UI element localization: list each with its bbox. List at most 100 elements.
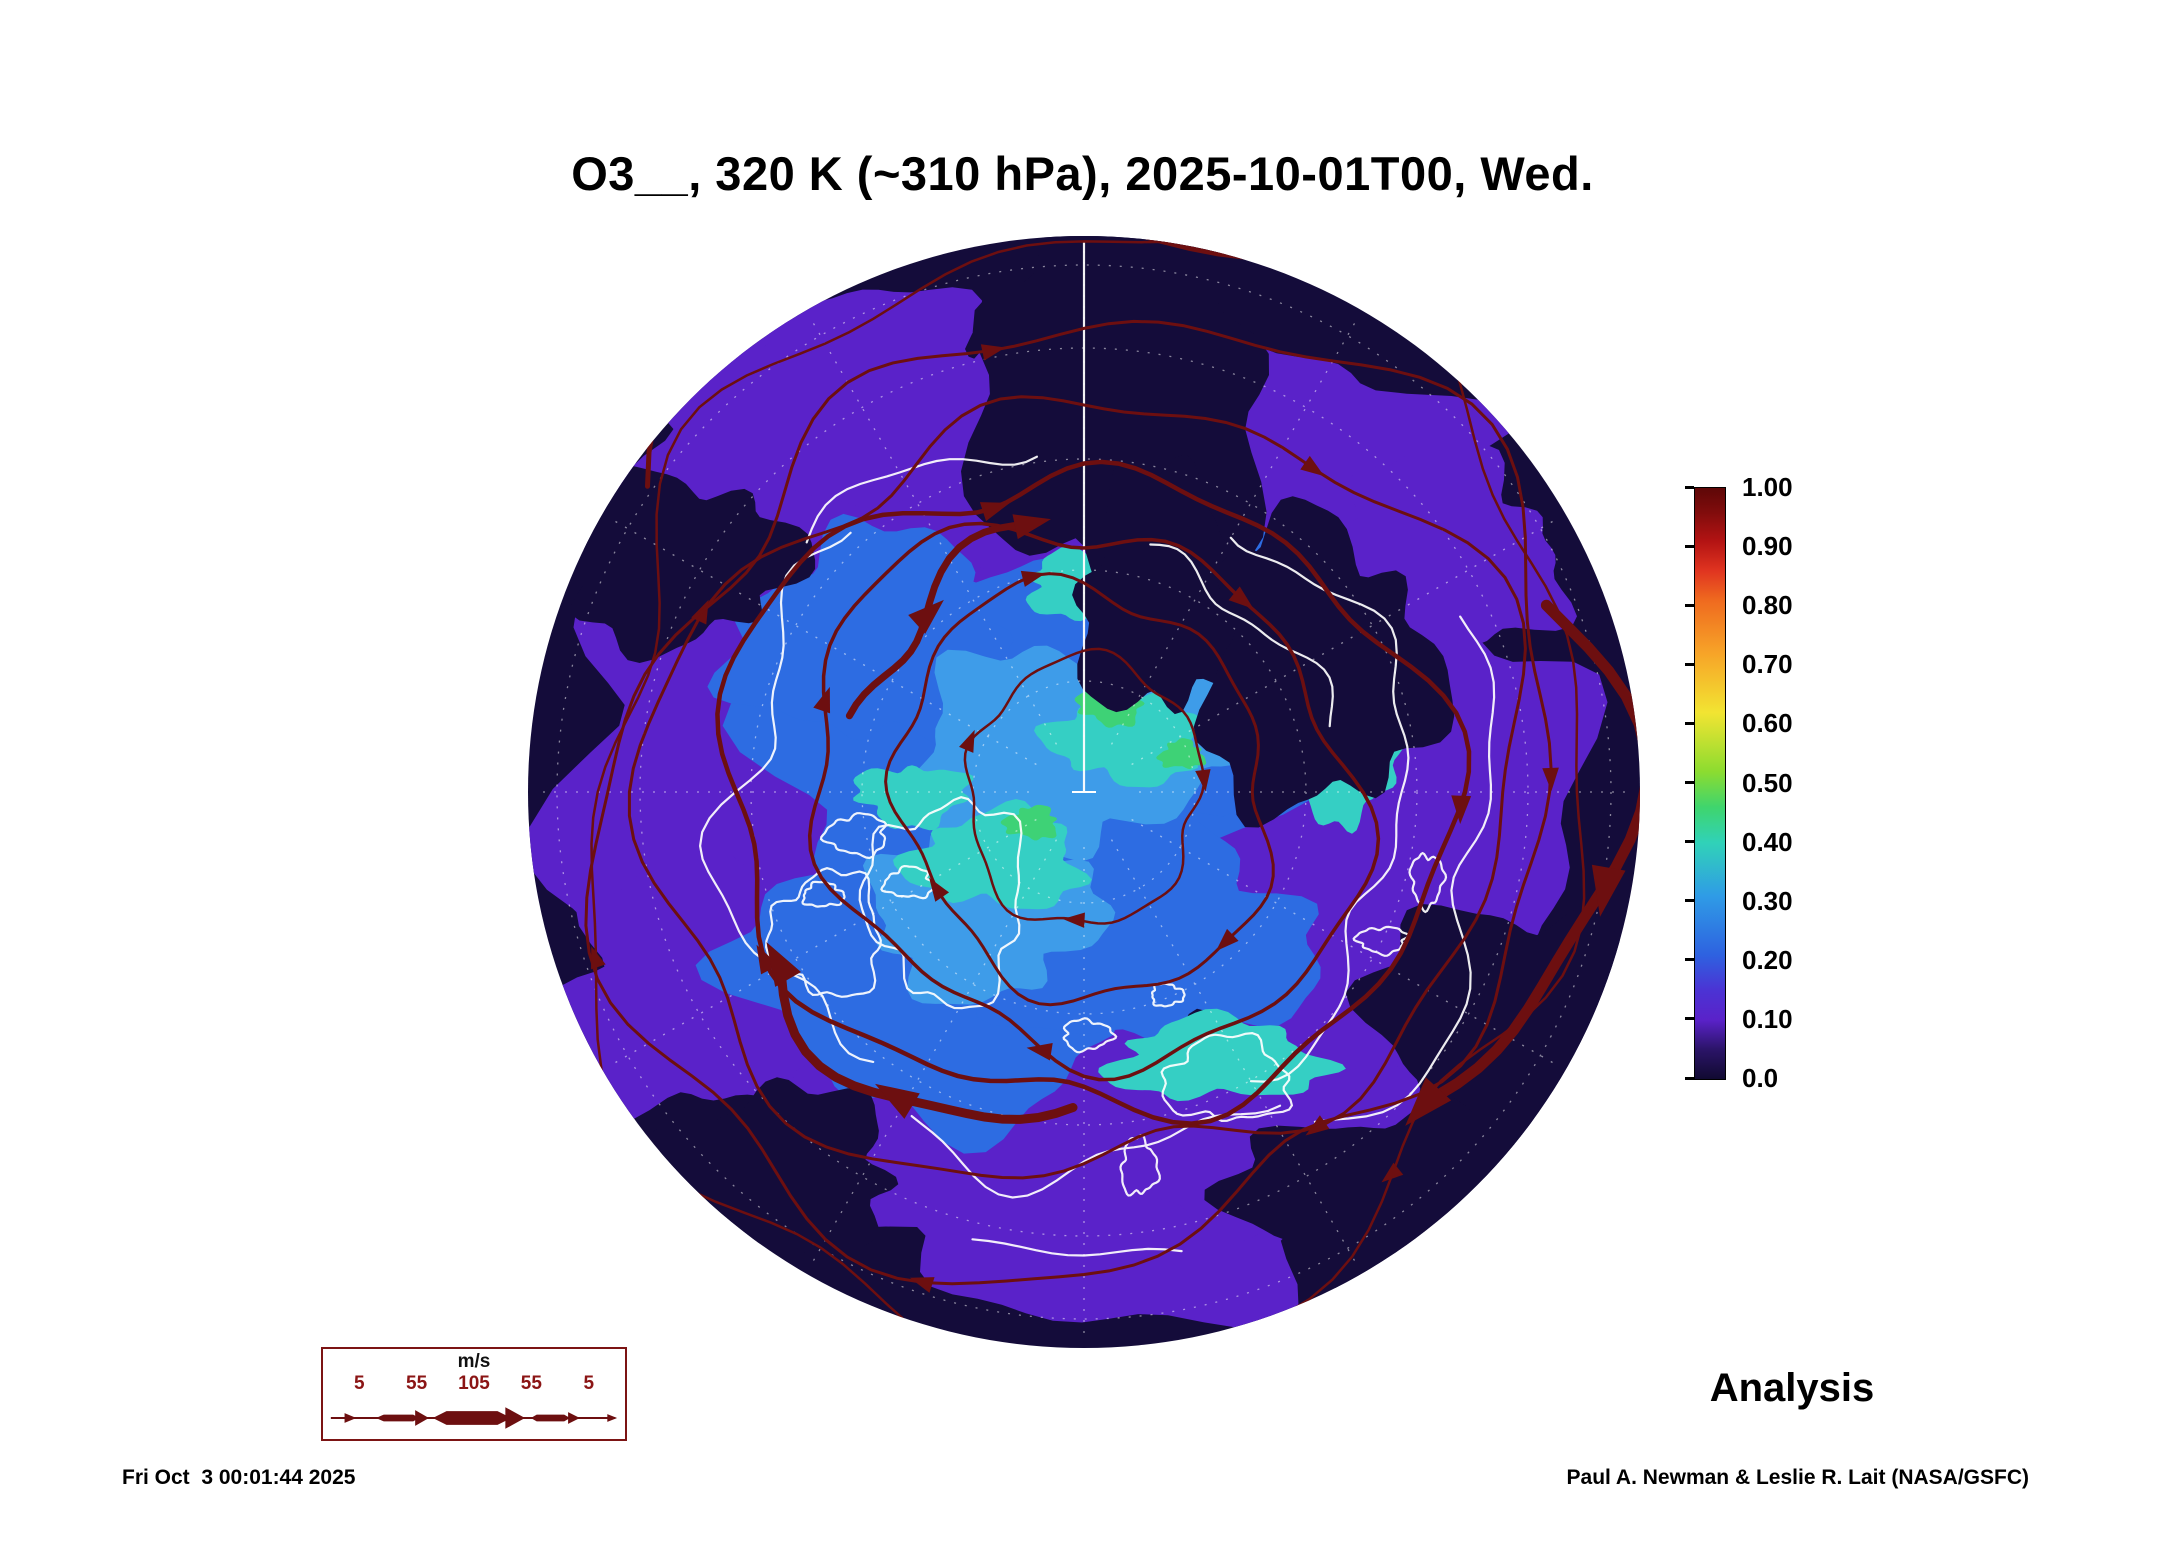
streamline-arrowhead — [1542, 767, 1559, 792]
colorbar-tick-mark — [1685, 662, 1694, 666]
colorbar-tick-label: 0.40 — [1742, 826, 1793, 857]
streamline-arrowhead — [959, 729, 975, 753]
colorbar-tick-mark — [1685, 485, 1694, 489]
wind-arrow-segment — [432, 1411, 512, 1425]
coastline-island — [1352, 925, 1410, 957]
coastline-island — [819, 812, 888, 860]
ozone-field-blob — [1000, 804, 1058, 841]
streamline-arrowhead — [1012, 514, 1051, 540]
coastline-path — [698, 531, 875, 1063]
coastline-island — [1160, 1031, 1294, 1123]
streamline-arrowhead — [1062, 912, 1085, 928]
colorbar-tick-mark — [1685, 603, 1694, 607]
colorbar-tick-mark — [1685, 1076, 1694, 1080]
wind-arrow-glyph — [330, 1407, 618, 1429]
coastline-island — [1150, 982, 1186, 1008]
ozone-field-blob — [853, 765, 974, 831]
colorbar-tick-label: 0.90 — [1742, 531, 1793, 562]
wind-speed-legend: m/s 5 55 105 55 5 — [321, 1347, 627, 1441]
colorbar-tick-mark — [1685, 958, 1694, 962]
wind-arrow-segment — [415, 1410, 429, 1426]
wind-arrow-segment — [530, 1414, 571, 1422]
wind-speed-value: 5 — [583, 1373, 595, 1394]
coastline-path — [971, 1238, 1183, 1257]
streamline-arrowhead — [1215, 928, 1239, 952]
streamline-arrowhead — [1451, 795, 1472, 825]
streamline-arrowhead — [909, 1277, 935, 1293]
colorbar-tick-mark — [1685, 721, 1694, 725]
colorbar-tick-label: 0.20 — [1742, 944, 1793, 975]
streamline-arrowhead — [979, 502, 1010, 522]
coastline-island — [1062, 1017, 1118, 1054]
streamline-arrowhead — [813, 686, 831, 714]
coastline-island — [764, 867, 882, 998]
latitude-circle — [750, 458, 1418, 1126]
streamline-arrowhead — [1405, 1077, 1452, 1126]
colorbar-tick-label: 0.0 — [1742, 1063, 1779, 1093]
colorbar-gradient — [1694, 487, 1726, 1080]
streamline-arrowhead — [1020, 570, 1046, 587]
colorbar-tick-mark — [1685, 899, 1694, 903]
colorbar-tick-label: 0.80 — [1742, 590, 1793, 621]
wind-speed-value: 55 — [406, 1373, 428, 1394]
ozone-field-blob — [1098, 1008, 1346, 1102]
coastline-island — [1408, 851, 1448, 914]
colorbar-tick-label: 0.30 — [1742, 885, 1793, 916]
coastline-island — [858, 796, 1023, 1010]
wind-arrow-segment — [344, 1413, 357, 1423]
streamline-arrowhead — [980, 344, 1006, 361]
streamline-loop — [807, 521, 1381, 1082]
ozone-field-blob — [557, 465, 816, 663]
streamline-arrowhead — [591, 946, 606, 970]
streamline-loop — [715, 459, 1472, 1126]
colorbar-tick-label: 0.50 — [1742, 767, 1793, 798]
streamline-loop — [627, 395, 1527, 1180]
streamline-arrowhead — [929, 877, 950, 902]
streamline-arrowhead — [1195, 769, 1211, 792]
wind-speed-value: 5 — [353, 1373, 365, 1394]
ozone-field-blob — [1034, 691, 1201, 788]
coastline-path — [1149, 543, 1334, 728]
coastline-path — [1313, 615, 1496, 1123]
colorbar-tick-mark — [1685, 840, 1694, 844]
ozone-field-blob — [1072, 454, 1273, 715]
wind-arrow-segment — [568, 1412, 580, 1424]
analysis-label: Analysis — [1709, 1366, 1875, 1410]
colorbar-tick-label: 1.00 — [1742, 472, 1793, 502]
plot-title: O3__, 320 K (~310 hPa), 2025-10-01T00, W… — [571, 147, 1594, 200]
timestamp-label: Fri Oct 3 00:01:44 2025 — [122, 1466, 356, 1489]
wind-speed-value: 55 — [520, 1373, 542, 1394]
streamline-arrowhead — [1026, 1042, 1053, 1061]
polar-ozone-map — [528, 236, 1640, 1348]
colorbar-tick-mark — [1685, 781, 1694, 784]
wind-arrow-segment — [607, 1414, 618, 1422]
latitude-circle — [556, 264, 1612, 1320]
streamline-arrowhead — [1316, 251, 1348, 274]
streamline-arrowhead — [1300, 455, 1325, 477]
streamline-loop — [584, 319, 1553, 1286]
wind-speed-value: 105 — [458, 1373, 490, 1394]
streamline-arrowhead — [1381, 1162, 1404, 1183]
streamline-arrowhead — [875, 1083, 920, 1119]
map-layers — [528, 236, 1640, 1348]
colorbar-tick-label: 0.10 — [1742, 1003, 1793, 1034]
streamline-arrowhead — [908, 599, 944, 634]
wind-arrow-segment — [505, 1407, 525, 1429]
colorbar-tick-mark — [1685, 544, 1694, 548]
coastline-island — [880, 864, 935, 900]
streamline-arrowhead — [1228, 586, 1254, 610]
colorbar-tick-label: 0.60 — [1742, 708, 1793, 739]
streamline-arrowhead — [1591, 864, 1626, 917]
streamline-loop — [884, 572, 1275, 1007]
coastline-island — [801, 880, 846, 908]
streamline-arrowhead — [923, 236, 956, 252]
streamline-arrowhead — [766, 942, 801, 987]
credit-label: Paul A. Newman & Leslie R. Lait (NASA/GS… — [1566, 1466, 2029, 1489]
wind-unit-label: m/s — [457, 1351, 491, 1372]
streamline-loop — [963, 647, 1206, 925]
colorbar-tick-label: 0.70 — [1742, 649, 1793, 680]
colorbar-tick-mark — [1685, 1017, 1694, 1021]
coastline-island — [1119, 1134, 1161, 1197]
ozone-field-blob — [1156, 738, 1207, 770]
